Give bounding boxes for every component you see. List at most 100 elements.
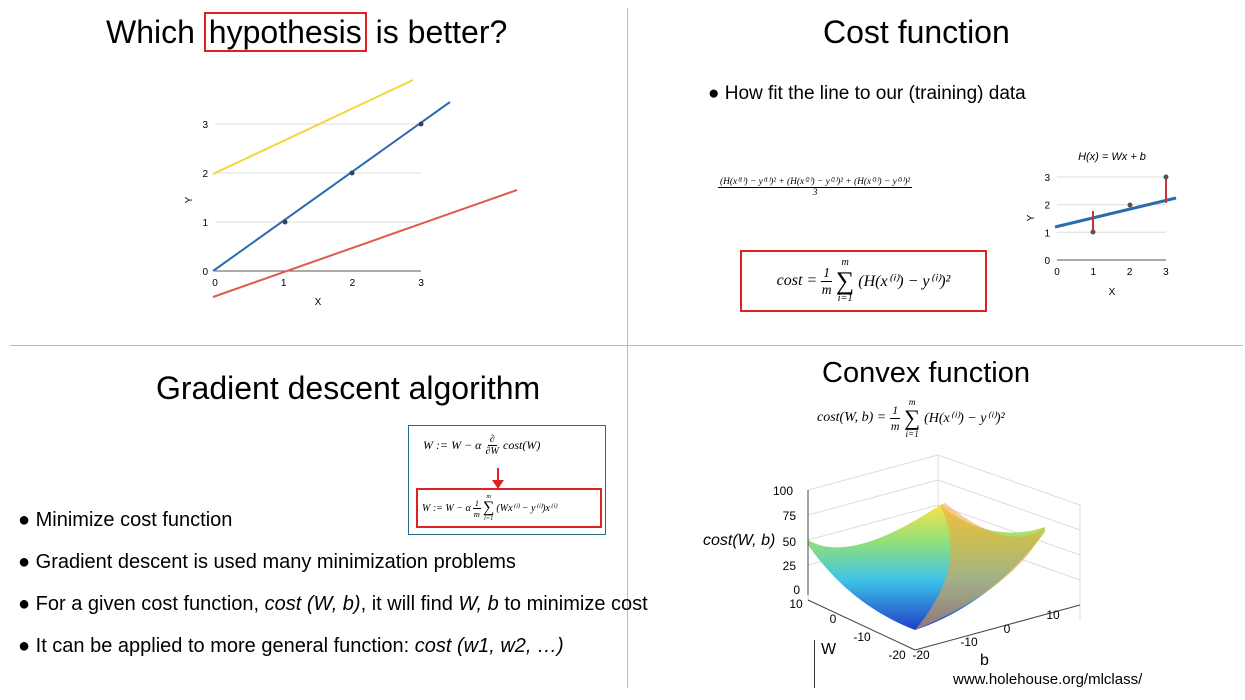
tick-label: 0 <box>793 583 800 597</box>
slide-title: Which hypothesis is better? <box>106 12 508 52</box>
data-point <box>1090 229 1096 235</box>
sum-sign: ∑ <box>904 405 921 431</box>
x-tick-label: 3 <box>418 278 424 289</box>
w-axis-label: W <box>821 641 837 658</box>
y-tick-label: 1 <box>1044 228 1050 239</box>
w-axis <box>807 599 916 651</box>
y-tick-label: 2 <box>1044 201 1050 212</box>
data-point <box>1163 174 1169 180</box>
x-tick-label: 0 <box>212 278 218 289</box>
bullet-text: How fit the line to our (training) data <box>724 83 1026 104</box>
z-axis-label: cost(W, b) <box>703 532 775 549</box>
denominator: ∂W <box>485 446 500 457</box>
sum-top: m <box>841 256 849 268</box>
bullet: ● It can be applied to more general func… <box>18 635 564 657</box>
y-tick-label: 3 <box>202 120 208 131</box>
denominator: m <box>890 418 900 433</box>
x-tick-label: 1 <box>281 278 287 289</box>
plot-title: H(x) = Wx + b <box>1078 151 1146 163</box>
numerator: (H(x⁽¹⁾) − y⁽¹⁾)² + (H(x⁽²⁾) − y⁽²⁾)² + … <box>718 177 913 188</box>
x-axis-label: X <box>1109 287 1116 298</box>
fit-plot: H(x) = Wx + b 0 1 2 3 0 1 2 3 X Y <box>1026 151 1177 298</box>
tick-label: 0 <box>1004 622 1011 636</box>
tick-label: -20 <box>888 648 906 662</box>
slide-title: Gradient descent algorithm <box>156 370 541 406</box>
x-tick-label: 0 <box>1054 267 1060 278</box>
bullet: ● Minimize cost function <box>18 509 233 531</box>
hypothesis-line <box>212 189 518 298</box>
lhs: cost(W, b) = <box>817 410 887 426</box>
bullet-text: Gradient descent is used many minimizati… <box>35 551 516 573</box>
tick-label: -20 <box>912 648 930 662</box>
x-tick-label: 2 <box>1127 267 1133 278</box>
sum-sign: ∑ <box>483 499 495 516</box>
h-divider <box>10 345 1243 346</box>
bullet-text: , it will find <box>360 593 459 615</box>
sum-top: m <box>486 492 492 500</box>
body: (H(x⁽ⁱ⁾) − y⁽ⁱ⁾)² <box>858 273 951 290</box>
y-tick-label: 2 <box>202 169 208 180</box>
numerator: 1 <box>472 497 481 509</box>
bullet: ● For a given cost function, cost (W, b)… <box>18 593 648 615</box>
source-url: www.holehouse.org/mlclass/ <box>953 671 1143 688</box>
bullet: ● Gradient descent is used many minimiza… <box>18 551 516 573</box>
bullet: ● How fit the line to our (training) dat… <box>708 83 1026 104</box>
body: cost(W) <box>503 438 541 452</box>
y-tick-label: 1 <box>202 218 208 229</box>
tick-label: 10 <box>1046 608 1060 622</box>
b-axis-label: b <box>980 652 989 669</box>
update-formula: W := W − α ∂ ∂W cost(W) <box>423 434 540 457</box>
y-tick-label: 3 <box>1044 173 1050 184</box>
tick-label: 10 <box>789 597 803 611</box>
title-highlight: hypothesis <box>203 12 367 52</box>
denominator: m <box>473 508 480 519</box>
data-point <box>1127 202 1133 208</box>
numerator: ∂ <box>487 434 497 446</box>
hypothesis-plot: 0 1 2 3 0 1 2 3 X Y <box>184 79 518 308</box>
tick-label: -10 <box>960 635 978 649</box>
bullet-text: W, b <box>458 593 499 615</box>
mean-formula: (H(x⁽¹⁾) − y⁽¹⁾)² + (H(x⁽²⁾) − y⁽²⁾)² + … <box>718 176 913 198</box>
sum-top: m <box>908 397 916 407</box>
tick-label: 75 <box>783 509 797 523</box>
tick-label: 0 <box>830 612 837 626</box>
surface-edge <box>915 503 1045 630</box>
tick-label: 25 <box>783 559 797 573</box>
b-axis <box>914 604 1081 651</box>
arrow <box>492 468 504 489</box>
slide-title: Cost function <box>823 14 1010 50</box>
sum-sign: ∑ <box>836 266 855 296</box>
bullet-text: Minimize cost function <box>35 509 233 531</box>
title-part: is better? <box>375 14 508 50</box>
denominator: m <box>821 281 832 297</box>
bullet-text: cost (W, b) <box>264 593 361 615</box>
v-divider <box>627 8 628 688</box>
data-point <box>282 219 288 225</box>
bullet-text: to minimize cost <box>498 593 648 615</box>
x-tick-label: 1 <box>1091 267 1097 278</box>
numerator: 1 <box>821 264 832 282</box>
rule <box>814 640 815 688</box>
tick-label: 50 <box>783 535 797 549</box>
x-tick-label: 3 <box>1163 267 1169 278</box>
lhs: W := W − α <box>422 502 471 514</box>
fit-line <box>1054 196 1177 229</box>
data-point <box>418 121 424 127</box>
body: (H(x⁽ⁱ⁾) − y⁽ⁱ⁾)² <box>924 410 1005 426</box>
body: (Wx⁽ⁱ⁾ − y⁽ⁱ⁾)x⁽ⁱ⁾ <box>496 502 557 514</box>
tick-label: -10 <box>853 630 871 644</box>
sum-bottom: i=1 <box>483 515 494 522</box>
numerator: 1 <box>890 402 901 419</box>
bullet-text: For a given cost function, <box>35 593 265 615</box>
bullet-text: It can be applied to more general functi… <box>35 635 415 657</box>
y-axis-label: Y <box>184 196 195 203</box>
bullet-text: cost (w1, w2, …) <box>414 635 564 657</box>
denominator: 3 <box>812 188 818 198</box>
hypothesis-line <box>212 79 414 175</box>
slide-title: Convex function <box>822 357 1030 389</box>
